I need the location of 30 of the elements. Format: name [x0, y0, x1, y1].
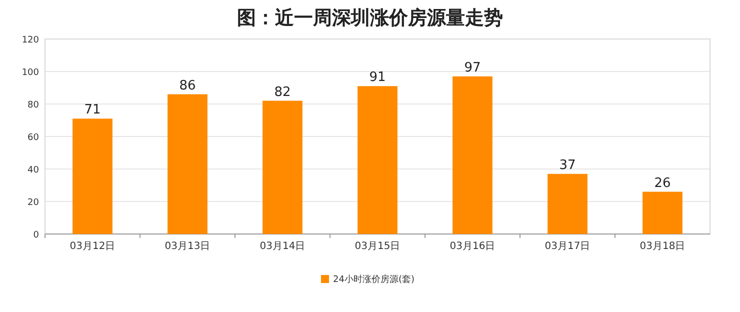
x-tick-label: 03月14日 [260, 241, 306, 252]
data-label: 97 [464, 60, 481, 76]
y-tick-label: 60 [28, 133, 40, 143]
bar [642, 192, 682, 234]
y-tick-label: 120 [22, 36, 40, 46]
x-tick-label: 03月15日 [354, 241, 400, 252]
legend-label: 24小时涨价房源(套) [333, 274, 414, 285]
data-label: 71 [84, 102, 101, 118]
bar [262, 100, 302, 234]
data-label: 26 [654, 176, 671, 191]
data-label: 91 [369, 70, 386, 86]
x-tick-label: 03月18日 [640, 241, 686, 252]
bar [358, 86, 398, 234]
x-tick-label: 03月12日 [70, 241, 116, 252]
y-tick-label: 80 [28, 100, 40, 110]
data-label: 37 [559, 158, 576, 173]
x-tick-label: 03月13日 [164, 241, 210, 252]
bar [72, 118, 112, 234]
bar [168, 94, 208, 234]
bar [548, 174, 588, 234]
y-tick-label: 100 [22, 68, 40, 78]
y-tick-label: 0 [33, 230, 40, 240]
chart-title: 图：近一周深圳涨价房源量走势 [237, 7, 503, 29]
x-tick-label: 03月16日 [450, 241, 496, 252]
data-label: 86 [179, 78, 196, 94]
bar [452, 76, 492, 234]
data-label: 82 [274, 84, 291, 100]
x-tick-label: 03月17日 [544, 241, 590, 252]
y-tick-label: 40 [28, 166, 40, 176]
y-tick-label: 20 [28, 198, 40, 208]
